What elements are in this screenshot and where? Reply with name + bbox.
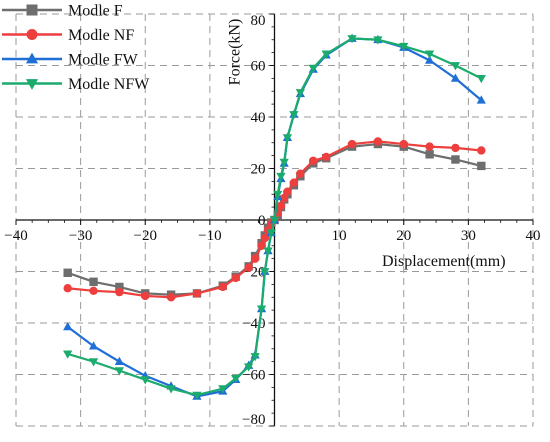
- data-point-modle-nf: [283, 187, 292, 196]
- data-point-modle-nfw: [263, 247, 273, 256]
- y-tick-label: −60: [242, 368, 265, 384]
- data-point-modle-f: [63, 268, 72, 277]
- data-point-modle-nfw: [250, 353, 260, 362]
- series-group: [63, 33, 486, 400]
- data-point-modle-f: [477, 161, 486, 171]
- data-point-modle-nfw: [424, 50, 435, 59]
- legend-label: Modle NF: [68, 27, 134, 44]
- data-point-modle-nf: [115, 287, 124, 297]
- legend-marker: [26, 29, 38, 40]
- legend-label: Modle F: [68, 3, 123, 20]
- data-point-modle-nf: [296, 169, 305, 178]
- legend: Modle F Modle NF Modle FW Modle NFW: [2, 3, 150, 93]
- data-point-modle-nfw: [88, 358, 99, 367]
- data-point-modle-nfw: [166, 385, 176, 394]
- data-point-modle-nf: [477, 146, 486, 155]
- data-point-modle-nf: [218, 282, 227, 292]
- legend-item-modle-nfw: Modle NFW: [2, 76, 150, 93]
- data-point-modle-nf: [373, 137, 383, 146]
- data-point-modle-nfw: [114, 367, 125, 376]
- x-tick-label: −10: [198, 228, 221, 244]
- data-point-modle-nf: [89, 286, 98, 296]
- data-point-modle-nfw: [476, 75, 486, 84]
- legend-label: Modle FW: [68, 52, 139, 69]
- data-point-modle-f: [89, 277, 98, 286]
- y-tick-label: 20: [251, 162, 266, 178]
- data-point-modle-fw: [63, 322, 73, 331]
- data-point-modle-f: [451, 155, 460, 164]
- y-axis-label: Force(kN): [227, 19, 244, 86]
- data-point-modle-nfw: [192, 391, 202, 400]
- x-tick-label: 20: [396, 228, 411, 244]
- data-point-modle-nfw: [279, 158, 289, 167]
- data-point-modle-nf: [451, 143, 460, 153]
- x-tick-label: −30: [69, 228, 92, 244]
- data-point-modle-nfw: [295, 89, 305, 98]
- data-point-modle-fw: [114, 356, 125, 365]
- data-point-modle-nf: [279, 193, 289, 203]
- legend-marker: [25, 79, 39, 90]
- x-tick-label: −40: [4, 228, 27, 244]
- data-point-modle-nf: [141, 291, 150, 301]
- y-tick-label: 0: [258, 213, 266, 229]
- data-point-modle-f: [425, 150, 434, 159]
- y-tick-label: −40: [242, 316, 265, 332]
- data-point-modle-nf: [276, 201, 286, 211]
- data-point-modle-nfw: [399, 42, 409, 52]
- data-point-modle-nf: [347, 139, 357, 149]
- y-tick-label: 80: [251, 13, 266, 29]
- data-point-modle-fw: [450, 73, 461, 82]
- legend-marker: [25, 52, 39, 64]
- y-tick-label: 40: [251, 110, 266, 126]
- data-point-modle-nfw: [244, 363, 254, 372]
- data-point-modle-nfw: [256, 305, 267, 314]
- data-point-modle-nfw: [289, 111, 299, 120]
- data-point-modle-nf: [166, 293, 176, 302]
- data-point-modle-nf: [192, 289, 202, 298]
- x-tick-label: 40: [526, 228, 541, 244]
- data-point-modle-nfw: [266, 229, 276, 238]
- data-point-modle-nfw: [347, 35, 357, 44]
- y-tick-label: −80: [242, 412, 265, 428]
- data-point-modle-nfw: [308, 64, 318, 73]
- x-tick-label: 10: [332, 228, 347, 244]
- data-point-modle-nf: [322, 152, 331, 162]
- legend-item-modle-f: Modle F: [2, 3, 123, 20]
- data-point-modle-nf: [231, 273, 240, 283]
- data-point-modle-f: [115, 282, 124, 292]
- data-point-modle-nfw: [269, 216, 280, 225]
- data-point-modle-nfw: [260, 268, 270, 277]
- data-point-modle-nfw: [276, 172, 286, 182]
- legend-marker: [26, 4, 38, 16]
- data-point-modle-nf: [63, 284, 72, 293]
- data-point-modle-nf: [399, 139, 408, 149]
- x-tick-label: −20: [134, 228, 157, 244]
- y-tick-label: 60: [251, 59, 266, 75]
- data-point-modle-nf: [309, 156, 318, 165]
- data-point-modle-fw: [476, 95, 486, 104]
- data-point-modle-nfw: [282, 134, 293, 143]
- data-point-modle-nf: [244, 263, 253, 272]
- data-point-modle-nfw: [218, 385, 228, 394]
- data-point-modle-nfw: [140, 376, 150, 385]
- data-point-modle-nf: [250, 254, 260, 263]
- legend-label: Modle NFW: [68, 76, 150, 93]
- data-point-modle-nfw: [373, 36, 383, 45]
- data-point-modle-nfw: [63, 350, 73, 359]
- data-point-modle-nfw: [450, 62, 461, 71]
- legend-item-modle-nf: Modle NF: [2, 27, 134, 44]
- data-point-modle-nfw: [273, 190, 283, 200]
- data-point-modle-nfw: [321, 50, 331, 59]
- x-axis-label: Displacement(mm): [382, 253, 506, 270]
- legend-item-modle-fw: Modle FW: [2, 52, 139, 69]
- data-point-modle-fw: [424, 55, 435, 64]
- data-point-modle-nf: [425, 142, 434, 151]
- x-tick-label: 30: [461, 228, 476, 244]
- series-modle-nfw: [63, 35, 486, 400]
- data-point-modle-fw: [88, 341, 99, 350]
- data-point-modle-nfw: [231, 375, 241, 384]
- data-point-modle-nf: [289, 178, 299, 187]
